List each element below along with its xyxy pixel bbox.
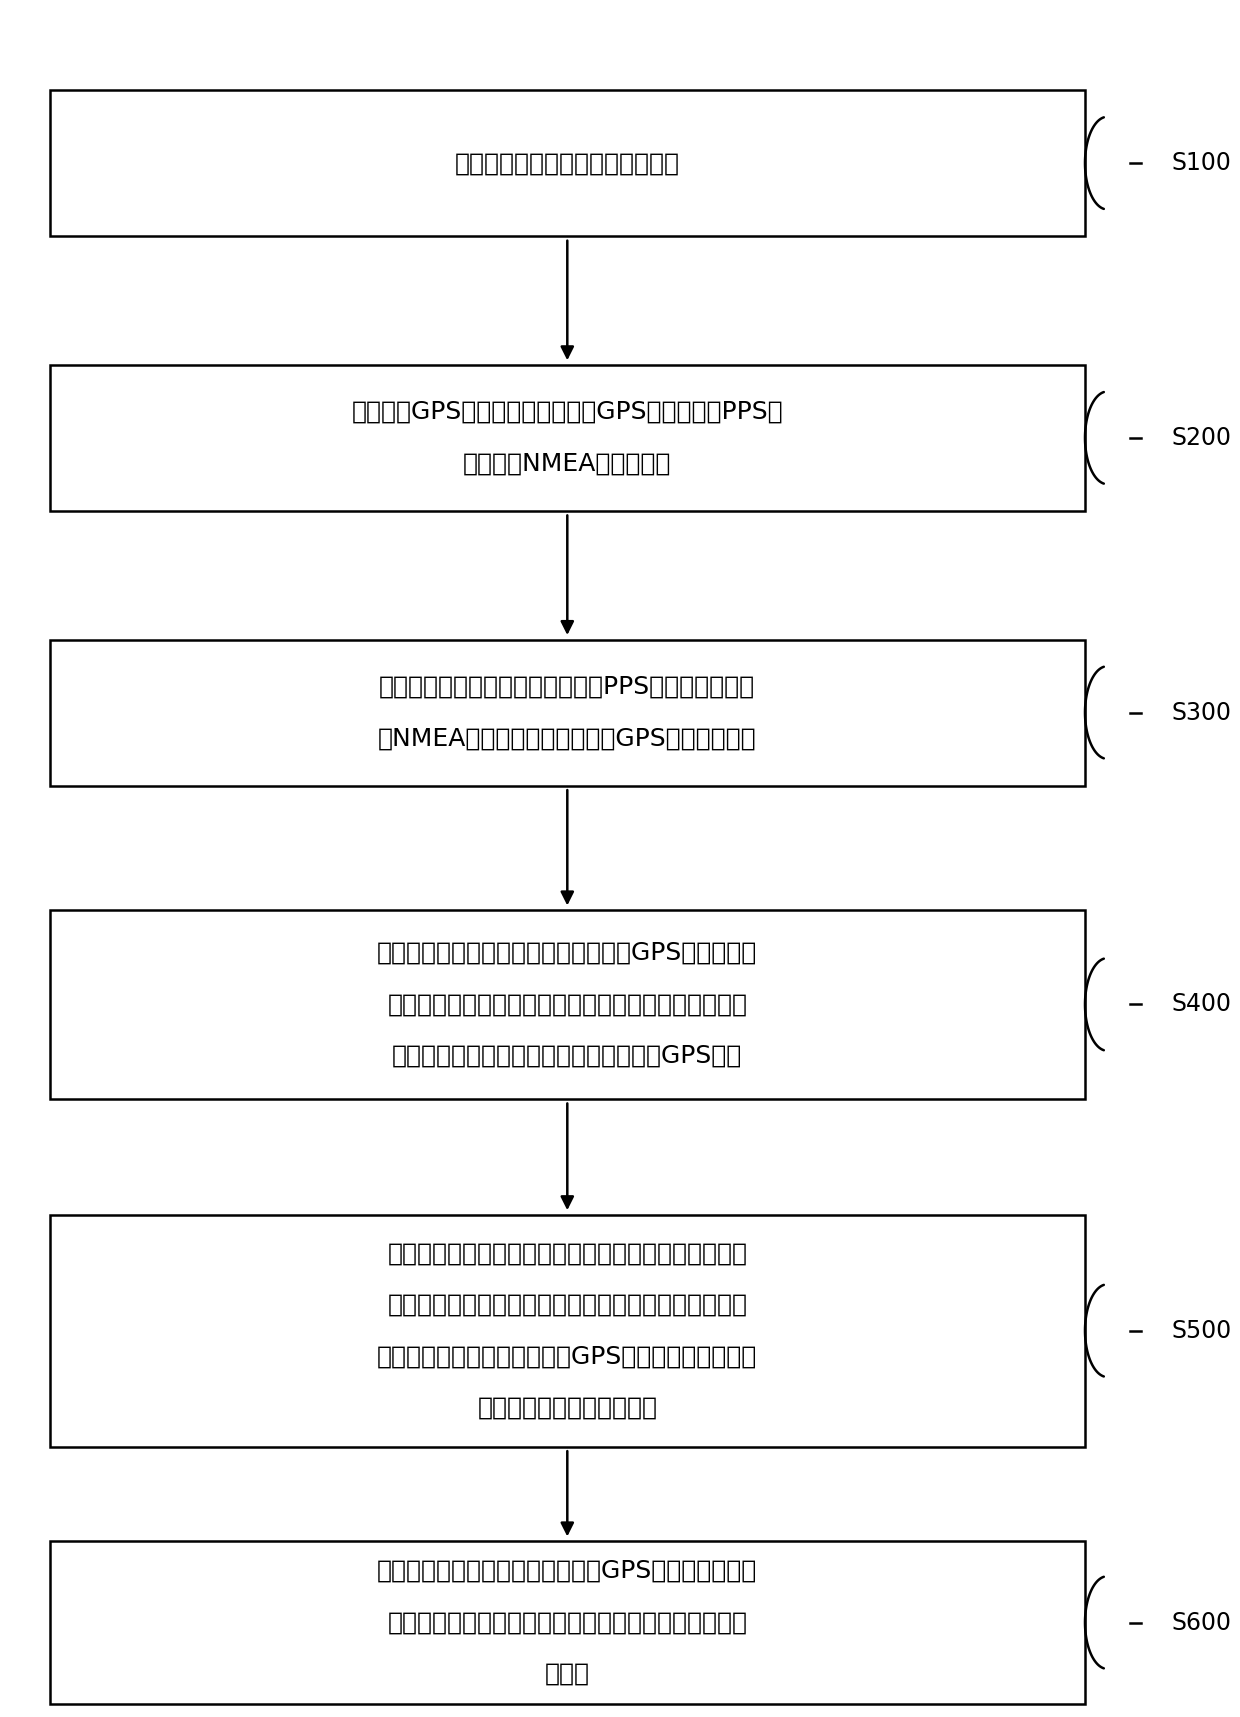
Text: 冲信号和NMEA协议的语句: 冲信号和NMEA协议的语句 [463,452,672,476]
Text: S600: S600 [1172,1611,1231,1635]
Text: S400: S400 [1172,992,1231,1016]
Bar [50,640,1085,786]
Text: 接收传感器的工作触发脉冲，利用所述GPS绝对时间信: 接收传感器的工作触发脉冲，利用所述GPS绝对时间信 [377,941,758,965]
Text: 根据所述传感器的各项操作的绝对GPS时间和所述传感: 根据所述传感器的各项操作的绝对GPS时间和所述传感 [377,1559,758,1583]
Text: 脉冲时间相应的空间位置，根据传感器工作触发脉冲时: 脉冲时间相应的空间位置，根据传感器工作触发脉冲时 [387,1293,748,1317]
Bar [50,89,1085,235]
Text: 获取无人机中时钟晶振的时间信号: 获取无人机中时钟晶振的时间信号 [455,151,680,175]
Text: 器运动位置的同步补偿时间: 器运动位置的同步补偿时间 [477,1396,657,1420]
Text: 号，检测所述传感器的工作触发脉冲上沿或下沿达到的: 号，检测所述传感器的工作触发脉冲上沿或下沿达到的 [387,992,748,1016]
Text: 述NMEA协议的语句整合，得到GPS绝对时间信号: 述NMEA协议的语句整合，得到GPS绝对时间信号 [378,726,756,750]
Text: 将所述时钟晶振的时间信号与所述PPS脉冲信号以及所: 将所述时钟晶振的时间信号与所述PPS脉冲信号以及所 [379,675,755,699]
Bar [50,1542,1085,1703]
Text: 间相应的空间位置和所述外部GPS信号，计算所述传感: 间相应的空间位置和所述外部GPS信号，计算所述传感 [377,1344,758,1368]
Bar [50,1216,1085,1446]
Bar [50,910,1085,1099]
Text: 接收外部GPS信号，解析所述外部GPS信号，获取PPS脉: 接收外部GPS信号，解析所述外部GPS信号，获取PPS脉 [351,400,784,424]
Text: 获取无人机飞行参数和位置参数，计算传感器工作触发: 获取无人机飞行参数和位置参数，计算传感器工作触发 [387,1241,748,1265]
Text: S300: S300 [1172,701,1231,725]
Text: S500: S500 [1172,1319,1233,1343]
Text: 时间，得到所述传感器的各项操作的绝对GPS时间: 时间，得到所述传感器的各项操作的绝对GPS时间 [392,1044,743,1068]
Text: S100: S100 [1172,151,1231,175]
Bar [50,366,1085,512]
Text: S200: S200 [1172,426,1231,450]
Text: 器运动位置的同步补偿时间，对所述传感器进行时间同: 器运动位置的同步补偿时间，对所述传感器进行时间同 [387,1611,748,1635]
Text: 步处理: 步处理 [544,1662,590,1686]
